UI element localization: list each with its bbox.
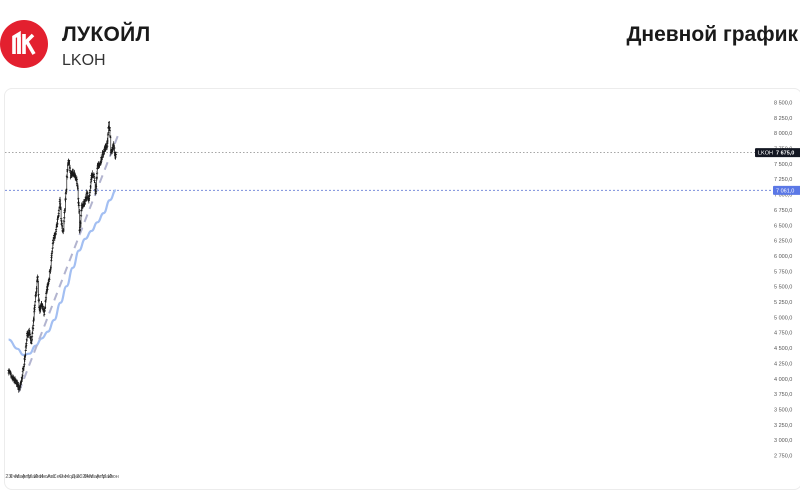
price-chart[interactable]: 8 500,08 250,08 000,07 750,07 500,07 250… — [5, 89, 800, 489]
price-tags: LKOH 7 675,0 7 061,0 — [755, 148, 800, 195]
x-tick-label: Ноя — [65, 474, 75, 480]
x-tick-label: Авг — [47, 474, 56, 480]
candle — [37, 280, 40, 297]
x-tick-label: Окт — [59, 474, 69, 480]
y-tick-label: 4 000,0 — [774, 377, 792, 383]
y-tick-label: 5 500,0 — [774, 285, 792, 291]
y-axis: 8 500,08 250,08 000,07 750,07 500,07 250… — [774, 101, 792, 460]
y-tick-label: 4 750,0 — [774, 331, 792, 337]
trendline-layer — [18, 134, 119, 393]
x-tick-label: 23 — [5, 474, 11, 480]
support-trendline — [18, 134, 119, 393]
x-tick-label: Мар — [15, 474, 26, 480]
y-tick-label: 5 750,0 — [774, 269, 792, 275]
x-tick-label: Дек — [72, 474, 82, 480]
y-tick-label: 8 000,0 — [774, 131, 792, 137]
y-tick-label: 8 250,0 — [774, 116, 792, 122]
x-tick-label: Апр — [96, 474, 106, 480]
y-tick-label: 5 250,0 — [774, 300, 792, 306]
y-tick-label: 5 000,0 — [774, 315, 792, 321]
y-tick-label: 7 250,0 — [774, 177, 792, 183]
x-tick-label: Мар — [89, 474, 100, 480]
candle — [114, 151, 118, 155]
level-lines — [5, 152, 771, 191]
y-tick-label: 2 750,0 — [774, 454, 792, 460]
lukoil-logo — [0, 20, 48, 68]
moving-average-line — [8, 189, 117, 357]
y-tick-label: 6 500,0 — [774, 223, 792, 229]
x-tick-label: Июн — [108, 474, 119, 480]
y-tick-label: 3 000,0 — [774, 438, 792, 444]
ticker-symbol: LKOH — [62, 52, 106, 69]
x-tick-label: Апр — [22, 474, 32, 480]
moving-average-tag: 7 061,0 — [773, 185, 800, 195]
y-tick-label: 4 250,0 — [774, 361, 792, 367]
x-tick-label: 2024 — [76, 474, 88, 480]
last-price-ticker-label: LKOH — [758, 151, 773, 157]
y-tick-label: 7 500,0 — [774, 162, 792, 168]
last-price-value: 7 675,0 — [776, 151, 794, 157]
y-tick-label: 3 500,0 — [774, 407, 792, 413]
x-axis: 23ФевМарАпрМайИюнИюлАвгСенОктНояДек2024Ф… — [5, 473, 118, 480]
y-tick-label: 6 750,0 — [774, 208, 792, 214]
y-tick-label: 3 250,0 — [774, 423, 792, 429]
y-tick-label: 6 000,0 — [774, 254, 792, 260]
y-tick-label: 6 250,0 — [774, 239, 792, 245]
candle — [33, 301, 37, 307]
y-tick-label: 3 750,0 — [774, 392, 792, 398]
x-tick-label: Сен — [53, 474, 63, 480]
moving-average-value: 7 061,0 — [776, 188, 794, 194]
y-tick-label: 8 500,0 — [774, 101, 792, 107]
x-tick-label: Фев — [10, 474, 20, 480]
x-tick-label: Май — [27, 473, 38, 480]
candles-layer — [7, 121, 118, 393]
x-tick-label: Июн — [33, 474, 44, 480]
x-tick-label: Май — [102, 473, 113, 480]
last-price-tag: LKOH 7 675,0 — [755, 148, 800, 158]
y-tick-label: 7 000,0 — [774, 193, 792, 199]
candle — [76, 186, 80, 200]
chart-kind-label: Дневной график — [626, 23, 798, 46]
y-tick-label: 4 500,0 — [774, 346, 792, 352]
price-chart-panel[interactable]: 8 500,08 250,08 000,07 750,07 500,07 250… — [4, 88, 800, 490]
x-tick-label: Июл — [40, 474, 51, 480]
x-tick-label: Фев — [84, 474, 94, 480]
company-name: ЛУКОЙЛ — [62, 23, 151, 46]
moving-average-layer — [8, 189, 117, 357]
